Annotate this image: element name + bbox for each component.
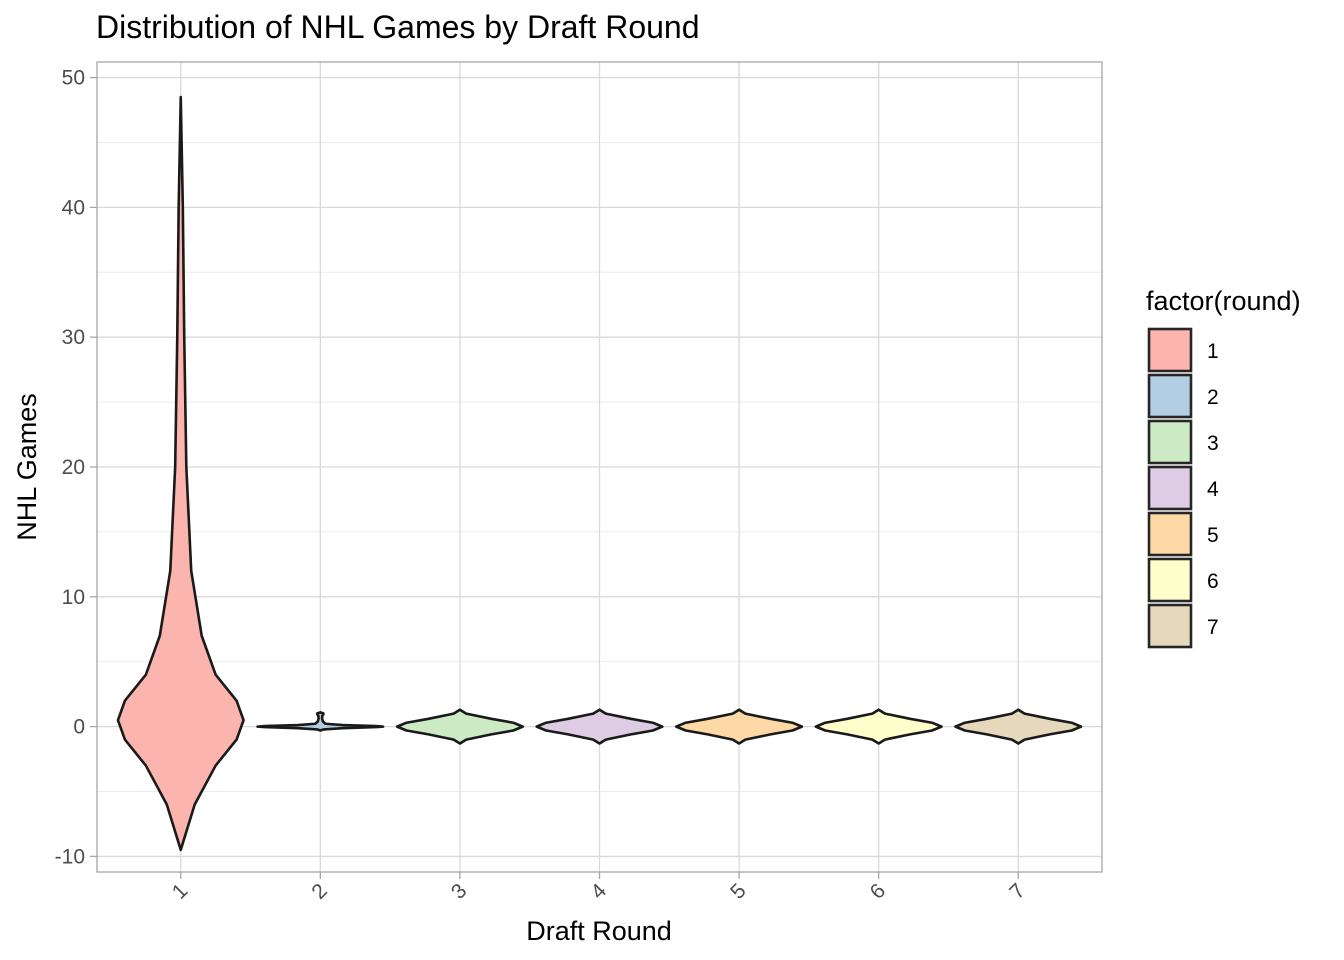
legend-key-3 (1147, 419, 1193, 465)
violin-round-2 (256, 711, 385, 732)
legend-label: 3 (1207, 432, 1219, 455)
legend-key-6 (1147, 557, 1193, 603)
legend-label: 7 (1207, 616, 1219, 639)
y-tick-label: 50 (62, 67, 85, 90)
major-gridlines (97, 62, 1102, 872)
legend-label: 5 (1207, 524, 1219, 547)
violin-round-5 (674, 708, 804, 745)
y-tick-label: 40 (62, 196, 85, 219)
y-tick-label: -10 (55, 845, 85, 868)
chart-title: Distribution of NHL Games by Draft Round (96, 9, 700, 45)
violin-round-1 (116, 95, 245, 852)
x-axis: 1 2 3 4 5 6 7 (168, 872, 1030, 904)
x-tick-label: 1 (168, 879, 193, 904)
violins (116, 95, 1083, 852)
legend-title: factor(round) (1146, 286, 1301, 316)
legend-label: 1 (1207, 340, 1219, 363)
y-tick-label: 20 (62, 456, 85, 479)
legend-key-4 (1147, 465, 1193, 511)
x-tick-label: 3 (447, 879, 472, 904)
y-tick-label: 30 (62, 326, 85, 349)
legend-label: 2 (1207, 386, 1219, 409)
legend-label: 6 (1207, 570, 1219, 593)
y-axis-title: NHL Games (12, 393, 42, 541)
legend: factor(round) 1 2 3 4 5 6 7 (1146, 286, 1301, 649)
x-tick-label: 6 (866, 879, 891, 904)
legend-key-7 (1147, 603, 1193, 649)
violin-round-4 (535, 708, 664, 745)
x-tick-label: 7 (1005, 879, 1030, 904)
legend-key-5 (1147, 511, 1193, 557)
violin-round-3 (395, 708, 525, 745)
x-tick-label: 4 (587, 879, 612, 904)
x-tick-label: 5 (726, 879, 751, 904)
legend-label: 4 (1207, 478, 1219, 501)
legend-key-2 (1147, 373, 1193, 419)
x-axis-title: Draft Round (526, 916, 672, 946)
violin-round-7 (954, 708, 1083, 745)
violin-round-6 (814, 708, 943, 745)
y-axis: -10 0 10 20 30 40 50 (55, 67, 97, 868)
legend-key-1 (1147, 327, 1193, 373)
y-tick-label: 10 (62, 586, 85, 609)
y-tick-label: 0 (73, 716, 85, 739)
x-tick-label: 2 (307, 879, 332, 904)
